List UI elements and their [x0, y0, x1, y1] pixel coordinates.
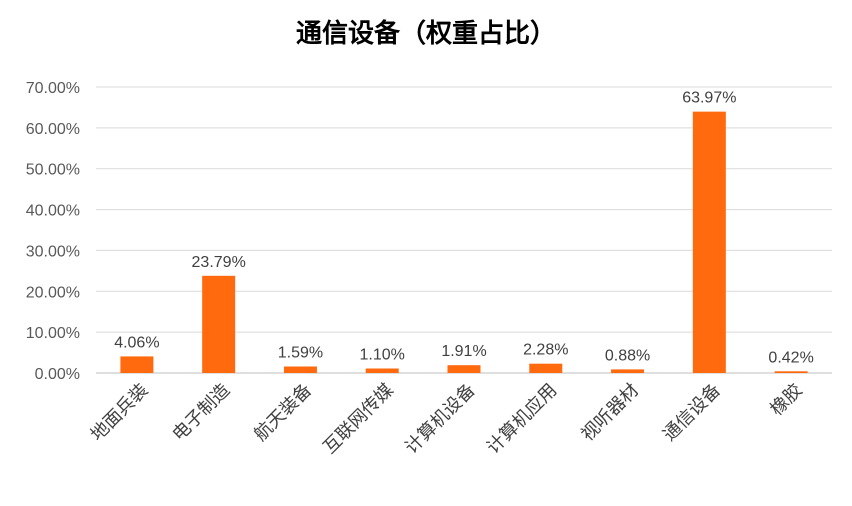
- bar: [447, 365, 481, 373]
- x-tick-label: 电子制造: [168, 380, 234, 446]
- y-tick-label: 70.00%: [26, 80, 80, 97]
- y-tick-label: 20.00%: [26, 284, 80, 301]
- data-label: 23.79%: [192, 254, 246, 271]
- data-label: 0.42%: [768, 349, 813, 366]
- bars: [120, 111, 808, 374]
- bar: [202, 275, 236, 373]
- y-tick-label: 10.00%: [26, 325, 80, 342]
- x-axis-categories: 地面兵装 电子制造 航天装备 互联网传媒 计算机设备 计算机应用 视听器材 通信设备 橡胶: [87, 380, 807, 458]
- chart-title: 通信设备（权重占比）: [296, 19, 556, 49]
- bar: [120, 356, 154, 373]
- x-tick-label: 橡胶: [766, 380, 806, 420]
- data-label: 1.10%: [360, 347, 405, 364]
- x-tick-label: 地面兵装: [87, 380, 153, 446]
- data-label: 1.59%: [278, 345, 323, 362]
- x-tick-label: 计算机应用: [483, 380, 561, 458]
- data-labels: 4.06% 23.79% 1.59% 1.10% 1.91% 2.28% 0.88% 63.9…: [114, 90, 814, 367]
- bar: [692, 111, 726, 374]
- data-label: 1.91%: [441, 343, 486, 360]
- bar: [365, 368, 399, 373]
- x-tick-label: 航天装备: [250, 380, 316, 446]
- bar: [611, 369, 645, 373]
- y-tick-label: 60.00%: [26, 121, 80, 138]
- bar: [529, 363, 563, 373]
- y-tick-label: 30.00%: [26, 243, 80, 260]
- data-label: 63.97%: [682, 90, 736, 107]
- data-label: 0.88%: [605, 347, 650, 364]
- data-label: 2.28%: [523, 342, 568, 359]
- bar: [283, 366, 317, 373]
- x-tick-label: 视听器材: [577, 380, 643, 446]
- y-tick-label: 50.00%: [26, 162, 80, 179]
- y-tick-label: 40.00%: [26, 203, 80, 220]
- y-tick-label: 0.00%: [35, 366, 80, 383]
- y-axis-ticks: 0.00% 10.00% 20.00% 30.00% 40.00% 50.00% 60.00…: [26, 80, 80, 383]
- x-tick-label: 计算机设备: [401, 380, 479, 458]
- x-tick-label: 通信设备: [659, 380, 725, 446]
- x-tick-label: 互联网传媒: [319, 380, 397, 458]
- bar: [774, 371, 808, 373]
- data-label: 4.06%: [114, 334, 159, 351]
